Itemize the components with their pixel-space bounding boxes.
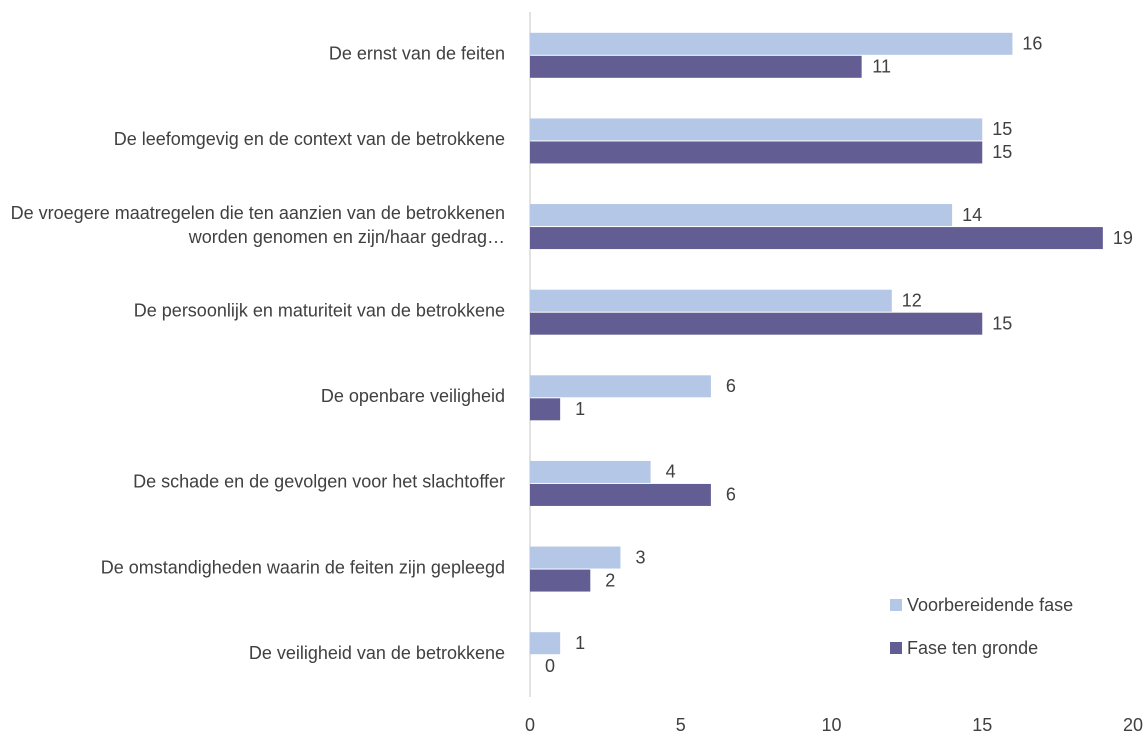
bar — [530, 204, 953, 227]
bar — [530, 483, 711, 506]
data-label: 6 — [726, 485, 736, 505]
bar — [530, 460, 651, 483]
data-label: 1 — [575, 399, 585, 419]
y-tick-label: De veiligheid van de betrokkene — [249, 643, 505, 663]
data-label: 12 — [902, 290, 922, 310]
legend-label: Voorbereidende fase — [907, 595, 1073, 615]
data-label: 6 — [726, 376, 736, 396]
x-tick-label: 0 — [525, 715, 535, 735]
bar — [530, 375, 711, 398]
data-label: 2 — [605, 570, 615, 590]
bar — [530, 546, 621, 569]
data-label: 15 — [992, 313, 1012, 333]
data-label: 0 — [545, 656, 555, 676]
data-label: 19 — [1113, 228, 1133, 248]
legend-swatch — [890, 599, 902, 611]
data-label: 14 — [962, 205, 982, 225]
legend-swatch — [890, 642, 902, 654]
bar — [530, 289, 892, 312]
bar — [530, 32, 1013, 55]
y-tick-label: De omstandigheden waarin de feiten zijn … — [101, 557, 505, 577]
bar — [530, 141, 983, 164]
data-label: 1 — [575, 633, 585, 653]
y-tick-label: De schade en de gevolgen voor het slacht… — [133, 472, 505, 492]
data-label: 16 — [1022, 34, 1042, 54]
y-tick-label: De openbare veiligheid — [321, 386, 505, 406]
x-tick-label: 15 — [972, 715, 992, 735]
data-label: 15 — [992, 142, 1012, 162]
y-tick-label: De vroegere maatregelen die ten aanzien … — [11, 203, 505, 247]
bar — [530, 569, 591, 592]
data-label: 4 — [666, 462, 676, 482]
y-tick-label: De ernst van de feiten — [329, 44, 505, 64]
x-tick-label: 10 — [821, 715, 841, 735]
bar — [530, 227, 1103, 250]
bar — [530, 118, 983, 141]
legend-label: Fase ten gronde — [907, 638, 1038, 658]
bar — [530, 312, 983, 335]
data-label: 3 — [635, 547, 645, 567]
x-tick-label: 5 — [676, 715, 686, 735]
y-tick-label: De leefomgevig en de context van de betr… — [114, 129, 505, 149]
y-tick-label: De persoonlijk en maturiteit van de betr… — [134, 300, 505, 320]
bar — [530, 55, 862, 78]
bar — [530, 398, 561, 421]
data-label: 15 — [992, 119, 1012, 139]
data-label: 11 — [872, 57, 891, 77]
bar — [530, 632, 561, 655]
x-tick-label: 20 — [1123, 715, 1143, 735]
